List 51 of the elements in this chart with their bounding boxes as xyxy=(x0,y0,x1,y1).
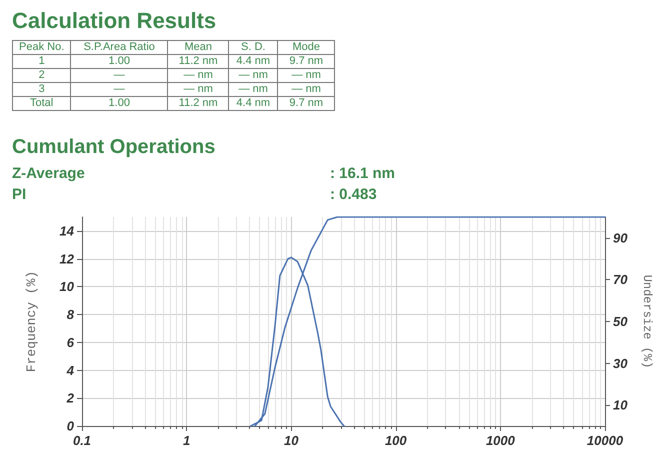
text: — nm xyxy=(278,82,335,96)
x-tick-label: 1000 xyxy=(486,433,516,448)
text: 1.00 xyxy=(70,54,168,68)
y2-tick-label: 50 xyxy=(613,314,628,329)
chart-title: Calculation Results xyxy=(12,8,216,34)
y-tick-label: 12 xyxy=(60,251,75,266)
y-tick-label: 4 xyxy=(66,362,75,378)
text: Mean xyxy=(168,40,229,54)
y2-tick-label: 30 xyxy=(613,356,628,371)
y2-axis-title: Undersize (%) xyxy=(640,274,654,368)
y-tick-label: 0 xyxy=(66,418,75,434)
text: 4.4 nm xyxy=(228,54,278,68)
text: — nm xyxy=(168,82,229,96)
x-tick-label: 100 xyxy=(384,433,408,448)
text: Peak No. xyxy=(12,40,71,54)
x-tick-label: 10000 xyxy=(586,433,624,448)
y-tick-label: 2 xyxy=(66,390,75,406)
text: PI xyxy=(12,186,26,203)
text: : 16.1 nm xyxy=(330,165,396,182)
y-axis-title: Frequency (%) xyxy=(24,270,39,372)
chart-subtitle: Cumulant Operations xyxy=(12,136,216,159)
text: 4.4 nm xyxy=(228,96,278,110)
x-tick-label: 10 xyxy=(284,433,300,448)
text: S. D. xyxy=(228,40,278,54)
text: — nm xyxy=(168,68,229,82)
text: Total xyxy=(12,96,71,110)
text: Z-Average xyxy=(12,165,85,182)
text: — xyxy=(70,82,168,96)
text: 11.2 nm xyxy=(168,54,229,68)
y2-tick-label: 70 xyxy=(613,272,628,288)
y-tick-label: 6 xyxy=(66,334,75,350)
text: 3 xyxy=(12,82,71,96)
text: — nm xyxy=(228,82,278,96)
text: 9.7 nm xyxy=(278,96,335,110)
text: S.P.Area Ratio xyxy=(70,40,168,54)
text: Mode xyxy=(278,40,335,54)
text: 9.7 nm xyxy=(278,54,335,68)
text: 11.2 nm xyxy=(168,96,229,110)
y2-tick-label: 10 xyxy=(613,398,628,413)
x-tick-label: 0.1 xyxy=(72,433,92,448)
y-tick-label: 10 xyxy=(60,279,75,294)
text: 1 xyxy=(12,54,71,68)
text: : 0.483 xyxy=(330,186,377,203)
y-tick-label: 8 xyxy=(66,307,75,322)
text: — nm xyxy=(278,68,335,82)
y2-tick-label: 90 xyxy=(613,230,628,246)
text: — xyxy=(70,68,168,82)
text: — nm xyxy=(228,68,278,82)
text: 1.00 xyxy=(70,96,168,110)
x-tick-label: 1 xyxy=(182,433,190,448)
y-tick-label: 14 xyxy=(60,223,75,238)
